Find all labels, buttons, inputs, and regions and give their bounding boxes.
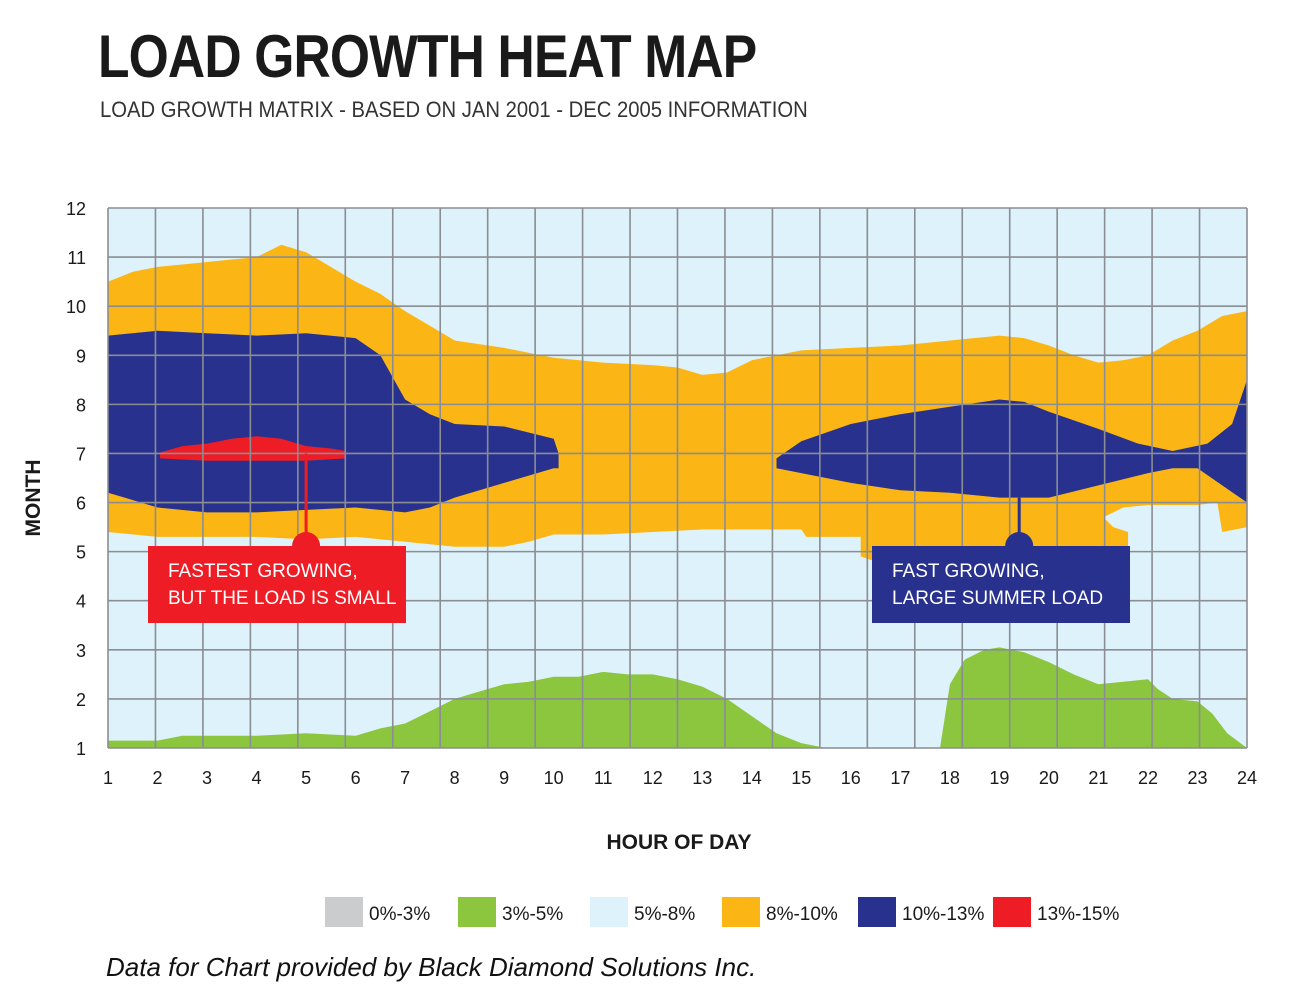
x-tick-label: 11 (594, 768, 613, 788)
x-tick-label: 23 (1187, 768, 1207, 788)
x-tick-label: 24 (1237, 768, 1257, 788)
annotation-text: FAST GROWING, (892, 561, 1045, 582)
region-10pct-13pct-3 (776, 379, 1247, 503)
legend-label: 8%-10% (766, 904, 838, 925)
y-tick-label: 12 (66, 199, 86, 219)
x-tick-label: 14 (742, 768, 762, 788)
y-tick-label: 5 (76, 543, 86, 563)
x-tick-label: 22 (1138, 768, 1158, 788)
y-tick-label: 10 (66, 297, 86, 317)
annotation-box (148, 546, 406, 623)
x-tick-label: 15 (791, 768, 811, 788)
legend-label: 13%-15% (1037, 904, 1119, 925)
x-tick-label: 21 (1088, 768, 1108, 788)
region-10pct-13pct-2 (108, 330, 559, 513)
annotation-text: FASTEST GROWING, (168, 561, 358, 582)
x-tick-label: 1 (103, 768, 113, 788)
x-tick-label: 18 (940, 768, 960, 788)
legend-label: 5%-8% (634, 904, 695, 925)
y-tick-label: 2 (76, 690, 86, 710)
x-tick-label: 17 (890, 768, 910, 788)
y-axis-label: MONTH (22, 460, 45, 537)
x-tick-label: 13 (692, 768, 712, 788)
y-tick-label: 11 (67, 248, 86, 268)
chart-title: LOAD GROWTH HEAT MAP (98, 23, 757, 90)
x-tick-label: 20 (1039, 768, 1059, 788)
legend-swatch (458, 897, 496, 927)
annotation-text: BUT THE LOAD IS SMALL (168, 588, 396, 609)
y-tick-label: 7 (76, 444, 86, 464)
y-tick-label: 9 (76, 346, 86, 366)
x-tick-label: 16 (841, 768, 861, 788)
x-axis-label: HOUR OF DAY (606, 831, 751, 854)
y-tick-label: 6 (76, 494, 86, 514)
x-tick-label: 8 (450, 768, 460, 788)
x-tick-label: 3 (202, 768, 212, 788)
x-tick-label: 10 (544, 768, 564, 788)
chart-subtitle: LOAD GROWTH MATRIX - BASED ON JAN 2001 -… (100, 97, 808, 122)
x-tick-label: 9 (499, 768, 509, 788)
x-tick-label: 6 (351, 768, 361, 788)
x-tick-label: 12 (643, 768, 663, 788)
y-tick-label: 3 (76, 641, 86, 661)
legend-swatch (325, 897, 363, 927)
y-tick-label: 1 (76, 739, 86, 759)
x-tick-label: 5 (301, 768, 311, 788)
legend-swatch (722, 897, 760, 927)
y-tick-label: 8 (76, 395, 86, 415)
legend-swatch (858, 897, 896, 927)
legend-swatch (993, 897, 1031, 927)
legend-label: 0%-3% (369, 904, 430, 925)
legend-label: 10%-13% (902, 904, 984, 925)
legend-label: 3%-5% (502, 904, 563, 925)
data-credit: Data for Chart provided by Black Diamond… (106, 952, 757, 982)
annotation-box (872, 546, 1130, 623)
region-13pct-15pct-4 (160, 436, 346, 461)
x-tick-label: 2 (153, 768, 163, 788)
legend-swatch (590, 897, 628, 927)
y-tick-label: 4 (76, 592, 86, 612)
x-tick-label: 4 (252, 768, 262, 788)
annotation-text: LARGE SUMMER LOAD (892, 588, 1103, 609)
x-tick-label: 7 (400, 768, 410, 788)
x-tick-label: 19 (989, 768, 1009, 788)
